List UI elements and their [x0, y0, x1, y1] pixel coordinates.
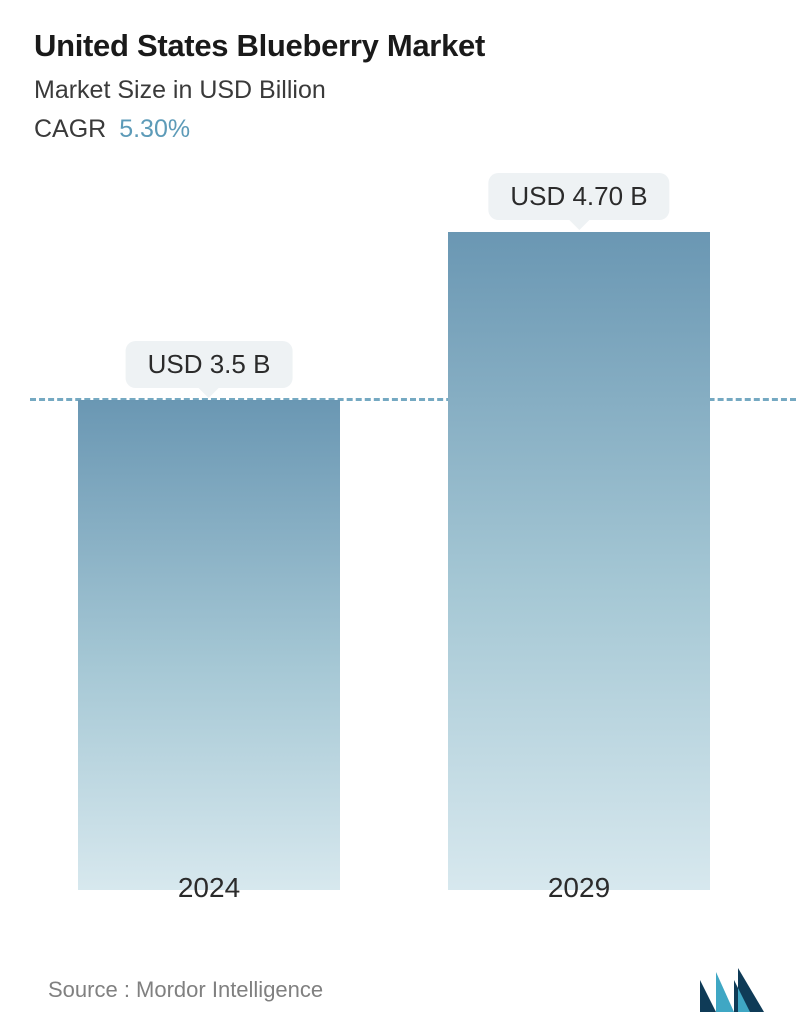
bar-fill-2029 [448, 232, 710, 890]
source-text: Source : Mordor Intelligence [48, 977, 323, 1003]
chart-area: USD 3.5 B 2024 USD 4.70 B 2029 [0, 180, 796, 920]
bar-2024: USD 3.5 B 2024 [78, 400, 340, 890]
chart-subtitle: Market Size in USD Billion [34, 76, 762, 105]
x-label-2029: 2029 [548, 872, 610, 904]
cagr-label: CAGR [34, 115, 106, 143]
value-badge-2029: USD 4.70 B [488, 173, 669, 220]
bar-fill-2024 [78, 400, 340, 890]
chart-title: United States Blueberry Market [34, 28, 762, 64]
cagr-row: CAGR 5.30% [34, 115, 762, 144]
footer: Source : Mordor Intelligence [0, 966, 796, 1014]
bar-2029: USD 4.70 B 2029 [448, 232, 710, 890]
brand-logo-icon [698, 966, 768, 1014]
x-label-2024: 2024 [178, 872, 240, 904]
cagr-value: 5.30% [119, 115, 190, 143]
value-badge-2024: USD 3.5 B [126, 341, 293, 388]
header: United States Blueberry Market Market Si… [0, 0, 796, 144]
